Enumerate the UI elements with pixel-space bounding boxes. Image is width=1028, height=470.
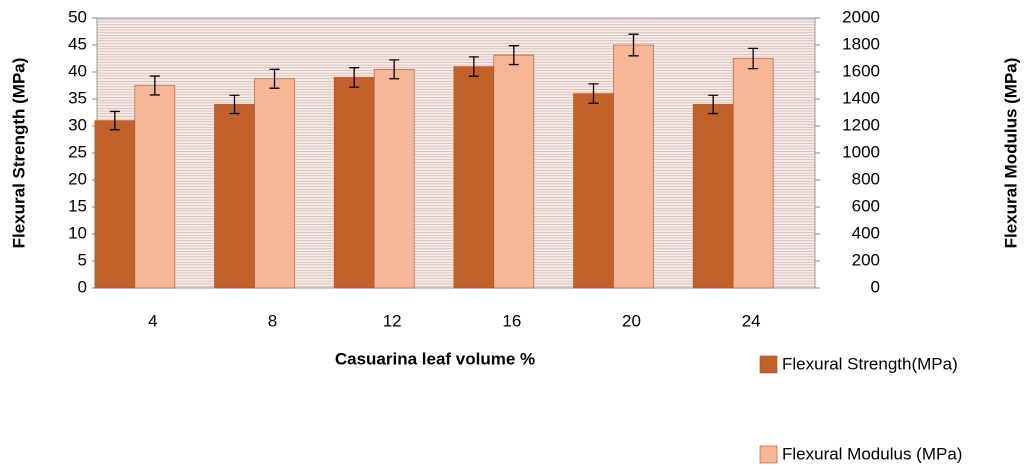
error-bar <box>109 110 120 131</box>
x-tick-label: 8 <box>268 311 277 330</box>
y2-axis-label: Flexural Modulus (MPa) <box>1001 58 1020 249</box>
error-bar <box>628 33 639 57</box>
y-tick-label: 20 <box>68 169 87 188</box>
error-bar <box>468 56 479 77</box>
x-tick-label: 4 <box>148 311 157 330</box>
bar <box>333 77 375 289</box>
bar <box>573 93 614 289</box>
y-tick-label: 5 <box>78 250 87 269</box>
bar <box>94 120 136 289</box>
bar <box>732 58 774 289</box>
y-tick-label: 30 <box>68 115 87 134</box>
error-bar <box>508 45 519 66</box>
error-bar <box>748 47 759 70</box>
error-bar <box>229 94 240 115</box>
x-tick-label: 12 <box>383 311 402 330</box>
legend-label: Flexural Modulus (MPa) <box>782 444 962 463</box>
x-tick-label: 20 <box>622 311 641 330</box>
bar <box>493 54 535 289</box>
error-bar <box>269 68 280 89</box>
bar <box>692 104 734 289</box>
x-axis-label: Casuarina leaf volume % <box>335 349 535 368</box>
error-bar <box>389 59 400 80</box>
y2-tick-label: 0 <box>871 277 880 296</box>
y2-tick-label: 800 <box>852 169 880 188</box>
legend-label: Flexural Strength(MPa) <box>782 354 958 373</box>
error-bar <box>708 94 719 115</box>
y-tick-label: 10 <box>68 223 87 242</box>
x-tick-label: 16 <box>502 311 521 330</box>
y2-tick-label: 1600 <box>842 61 880 80</box>
error-bar <box>149 75 160 96</box>
bar <box>373 69 415 289</box>
error-bar <box>588 83 599 104</box>
bar <box>254 78 295 289</box>
legend-swatch <box>759 445 778 464</box>
y-tick-label: 25 <box>68 142 87 161</box>
y2-tick-label: 1400 <box>842 88 880 107</box>
bar <box>613 44 654 289</box>
y2-tick-label: 1200 <box>842 115 880 134</box>
y-tick-label: 0 <box>78 277 87 296</box>
y-axis-label: Flexural Strength (MPa) <box>9 58 28 249</box>
y2-tick-label: 1000 <box>842 142 880 161</box>
y2-tick-label: 400 <box>852 223 880 242</box>
y-tick-label: 45 <box>68 34 87 53</box>
bar <box>134 85 176 289</box>
y-tick-label: 15 <box>68 196 87 215</box>
y-tick-label: 35 <box>68 88 87 107</box>
y2-tick-label: 1800 <box>842 34 880 53</box>
y-tick-label: 50 <box>68 7 87 26</box>
x-tick-label: 24 <box>742 311 761 330</box>
y2-tick-label: 2000 <box>842 7 880 26</box>
y2-tick-label: 600 <box>852 196 880 215</box>
y2-tick-label: 200 <box>852 250 880 269</box>
bar <box>453 66 495 289</box>
legend-swatch <box>759 355 778 374</box>
error-bar <box>349 67 360 88</box>
y-tick-label: 40 <box>68 61 87 80</box>
bar <box>214 104 255 289</box>
